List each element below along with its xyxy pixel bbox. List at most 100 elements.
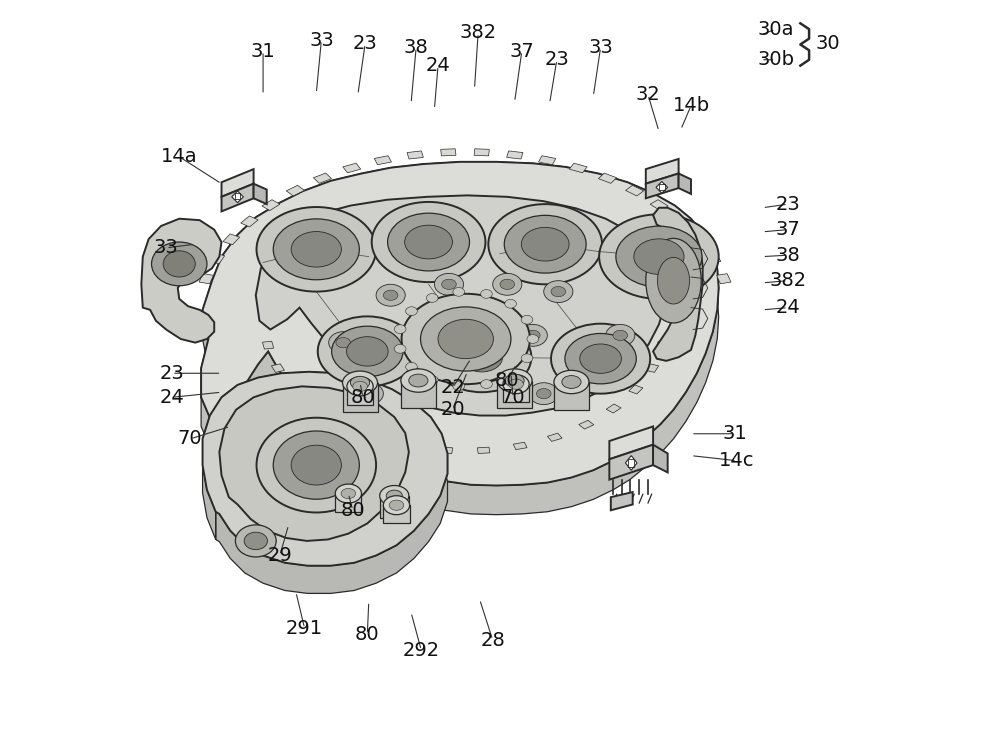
Ellipse shape [273, 219, 359, 280]
Ellipse shape [442, 279, 456, 289]
Text: 70: 70 [501, 388, 525, 407]
Ellipse shape [406, 362, 417, 371]
Polygon shape [569, 163, 587, 173]
Polygon shape [609, 445, 653, 480]
Text: 70: 70 [178, 429, 202, 448]
Text: 14b: 14b [672, 96, 710, 115]
Ellipse shape [481, 289, 492, 298]
Text: 80: 80 [355, 625, 380, 644]
Ellipse shape [529, 383, 558, 405]
Ellipse shape [580, 344, 621, 373]
Polygon shape [625, 456, 637, 470]
Text: 38: 38 [776, 246, 800, 265]
Text: 20: 20 [440, 400, 465, 419]
Polygon shape [347, 386, 373, 405]
Polygon shape [141, 219, 222, 343]
Ellipse shape [565, 333, 636, 384]
Ellipse shape [551, 286, 566, 297]
Ellipse shape [453, 382, 465, 391]
Ellipse shape [453, 287, 465, 296]
Ellipse shape [257, 207, 376, 292]
Ellipse shape [343, 371, 378, 394]
Text: 23: 23 [544, 50, 569, 69]
Ellipse shape [318, 316, 417, 386]
Ellipse shape [616, 226, 702, 287]
Ellipse shape [657, 257, 690, 304]
Polygon shape [440, 447, 453, 453]
Ellipse shape [376, 284, 405, 306]
Text: 31: 31 [722, 424, 747, 443]
Ellipse shape [562, 375, 581, 389]
Ellipse shape [536, 389, 551, 399]
Ellipse shape [402, 294, 530, 384]
Text: 33: 33 [154, 238, 178, 257]
Ellipse shape [406, 307, 417, 316]
Text: 33: 33 [588, 38, 613, 57]
Polygon shape [232, 191, 243, 203]
Ellipse shape [505, 374, 524, 387]
Ellipse shape [426, 294, 438, 303]
Ellipse shape [347, 337, 388, 366]
Polygon shape [201, 162, 719, 515]
Ellipse shape [551, 324, 650, 394]
Ellipse shape [503, 375, 529, 394]
Ellipse shape [526, 330, 540, 340]
Polygon shape [271, 364, 284, 373]
Ellipse shape [383, 290, 398, 300]
Text: 38: 38 [404, 38, 429, 57]
Ellipse shape [350, 376, 370, 389]
Ellipse shape [354, 383, 383, 405]
Ellipse shape [421, 307, 511, 371]
Polygon shape [374, 156, 391, 165]
Text: 30a: 30a [757, 20, 794, 39]
Ellipse shape [361, 389, 376, 399]
Ellipse shape [488, 204, 602, 284]
Polygon shape [598, 173, 617, 183]
Polygon shape [441, 149, 456, 156]
Ellipse shape [521, 354, 533, 362]
Polygon shape [368, 433, 383, 441]
Ellipse shape [291, 232, 341, 267]
Polygon shape [653, 208, 703, 361]
Polygon shape [380, 496, 409, 518]
Polygon shape [609, 426, 653, 459]
Text: 292: 292 [403, 641, 440, 660]
Text: 30: 30 [816, 34, 840, 53]
Ellipse shape [332, 326, 403, 377]
Polygon shape [497, 381, 532, 408]
Ellipse shape [257, 418, 376, 512]
Polygon shape [539, 156, 556, 165]
Ellipse shape [461, 343, 503, 372]
Polygon shape [222, 169, 254, 197]
Polygon shape [383, 505, 410, 523]
Ellipse shape [646, 238, 701, 323]
Polygon shape [262, 341, 274, 349]
Polygon shape [407, 151, 423, 159]
Ellipse shape [335, 484, 361, 503]
Ellipse shape [599, 214, 719, 299]
Ellipse shape [341, 488, 356, 499]
Polygon shape [203, 372, 448, 566]
Polygon shape [336, 421, 351, 429]
Text: 23: 23 [776, 195, 800, 214]
Polygon shape [672, 216, 689, 227]
Polygon shape [513, 443, 527, 450]
Ellipse shape [438, 319, 493, 359]
Polygon shape [219, 386, 409, 541]
Ellipse shape [388, 213, 469, 271]
Polygon shape [262, 200, 280, 211]
Ellipse shape [434, 273, 464, 295]
Text: 28: 28 [480, 631, 505, 650]
Ellipse shape [401, 369, 436, 392]
Ellipse shape [606, 324, 635, 346]
Ellipse shape [394, 324, 406, 333]
Ellipse shape [423, 330, 438, 340]
Polygon shape [679, 174, 691, 194]
Ellipse shape [405, 225, 452, 259]
Polygon shape [223, 234, 240, 245]
Text: 37: 37 [509, 42, 534, 61]
Polygon shape [547, 433, 562, 441]
Polygon shape [646, 174, 679, 198]
Text: 291: 291 [286, 619, 323, 638]
Polygon shape [656, 182, 668, 193]
